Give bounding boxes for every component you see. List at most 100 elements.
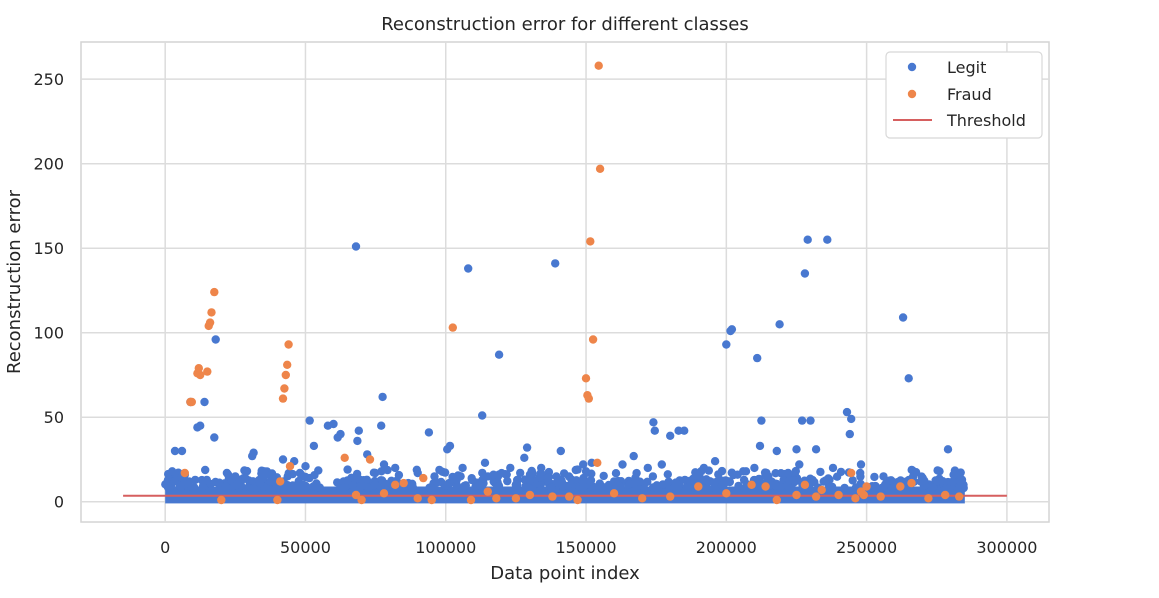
- fraud-point: [285, 462, 295, 471]
- fraud-point: [340, 453, 349, 462]
- fraud-point: [203, 367, 212, 376]
- legit-point: [699, 463, 709, 473]
- legit-point: [649, 418, 658, 427]
- fraud-series: [180, 61, 964, 505]
- legit-point: [354, 426, 363, 435]
- legit-point: [379, 460, 389, 469]
- fraud-point: [399, 478, 408, 488]
- x-tick-label: 100000: [415, 538, 476, 557]
- legit-band-point: [567, 475, 576, 484]
- legit-band-point: [468, 476, 477, 485]
- legit-point: [753, 353, 762, 363]
- legit-point: [210, 433, 219, 442]
- legit-point: [680, 426, 689, 435]
- legit-band-point: [870, 472, 879, 482]
- legit-point: [898, 313, 908, 322]
- legit-point: [520, 453, 529, 462]
- legit-band-point: [948, 477, 957, 486]
- legit-band-point: [648, 472, 658, 481]
- legit-point: [618, 460, 627, 469]
- fraud-point: [859, 490, 868, 500]
- fraud-point: [180, 468, 189, 478]
- legit-band-point: [479, 474, 488, 483]
- fraud-point: [565, 492, 574, 501]
- legit-band-point: [524, 483, 533, 492]
- legit-band-point: [528, 469, 537, 478]
- legit-band-point: [785, 476, 794, 485]
- legit-point: [458, 463, 467, 473]
- legit-point: [424, 428, 434, 437]
- legit-point: [847, 414, 856, 424]
- legend-legit-label: Legit: [947, 58, 986, 77]
- legit-band-point: [221, 482, 231, 491]
- legit-point: [957, 475, 967, 484]
- x-tick-label: 250000: [836, 538, 897, 557]
- legit-point: [494, 350, 504, 359]
- legit-band-point: [293, 482, 303, 491]
- legit-point: [764, 473, 773, 483]
- legit-band-point: [371, 468, 380, 478]
- legit-band-point: [364, 483, 373, 492]
- x-tick-label: 0: [160, 538, 170, 557]
- fraud-point: [851, 494, 860, 503]
- legend-threshold-label: Threshold: [946, 111, 1026, 130]
- legit-point: [430, 472, 439, 481]
- legit-point: [856, 460, 866, 469]
- legit-band-point: [856, 468, 865, 478]
- legit-point: [949, 470, 958, 479]
- legit-band-point: [771, 481, 780, 490]
- legit-point: [904, 374, 913, 383]
- legit-band-point: [585, 477, 594, 486]
- fraud-point: [811, 492, 821, 501]
- legit-point: [792, 445, 801, 454]
- legit-point: [329, 419, 338, 429]
- legit-point: [211, 335, 220, 344]
- legit-band-point: [886, 476, 896, 485]
- legit-point: [249, 448, 258, 457]
- fraud-point: [955, 492, 964, 501]
- fraud-point: [761, 482, 770, 491]
- fraud-point: [595, 164, 605, 173]
- legit-point: [231, 472, 240, 481]
- fraud-point: [217, 495, 226, 505]
- fraud-point: [276, 477, 285, 486]
- fraud-point: [511, 494, 521, 503]
- legit-band-point: [435, 465, 444, 475]
- fraud-point: [419, 473, 428, 483]
- y-tick-label: 0: [54, 493, 64, 512]
- legit-point: [806, 416, 815, 425]
- legit-band-point: [525, 476, 534, 485]
- legit-point: [573, 465, 582, 474]
- fraud-point: [357, 495, 366, 505]
- y-tick-label: 150: [33, 239, 64, 258]
- legit-point: [351, 242, 361, 251]
- fraud-point: [273, 495, 282, 505]
- legend-legit-marker: [907, 62, 917, 72]
- fraud-point: [427, 495, 436, 505]
- x-tick-label: 50000: [280, 538, 331, 557]
- legit-band-point: [703, 477, 713, 486]
- legit-band-point: [441, 481, 450, 490]
- legit-band-point: [828, 482, 837, 491]
- legit-band-point: [840, 483, 849, 493]
- legit-point: [196, 421, 205, 430]
- legit-band-point: [674, 482, 683, 492]
- legit-point: [741, 467, 751, 476]
- legit-point: [918, 473, 927, 483]
- x-axis-label: Data point index: [490, 563, 640, 584]
- fraud-point: [413, 494, 422, 503]
- fraud-point: [800, 480, 810, 489]
- legit-point: [480, 458, 490, 467]
- legit-point: [932, 477, 941, 486]
- legit-band-point: [503, 476, 512, 486]
- legit-band-point: [792, 476, 801, 485]
- legit-band-point: [475, 481, 484, 490]
- chart-title: Reconstruction error for different class…: [381, 14, 749, 35]
- fraud-point: [278, 394, 288, 403]
- legit-band-point: [266, 477, 275, 486]
- fraud-point: [379, 489, 389, 498]
- fraud-point: [594, 61, 603, 70]
- legit-point: [666, 431, 675, 440]
- legit-point: [489, 470, 498, 479]
- legend: Legit Fraud Threshold: [885, 51, 1043, 139]
